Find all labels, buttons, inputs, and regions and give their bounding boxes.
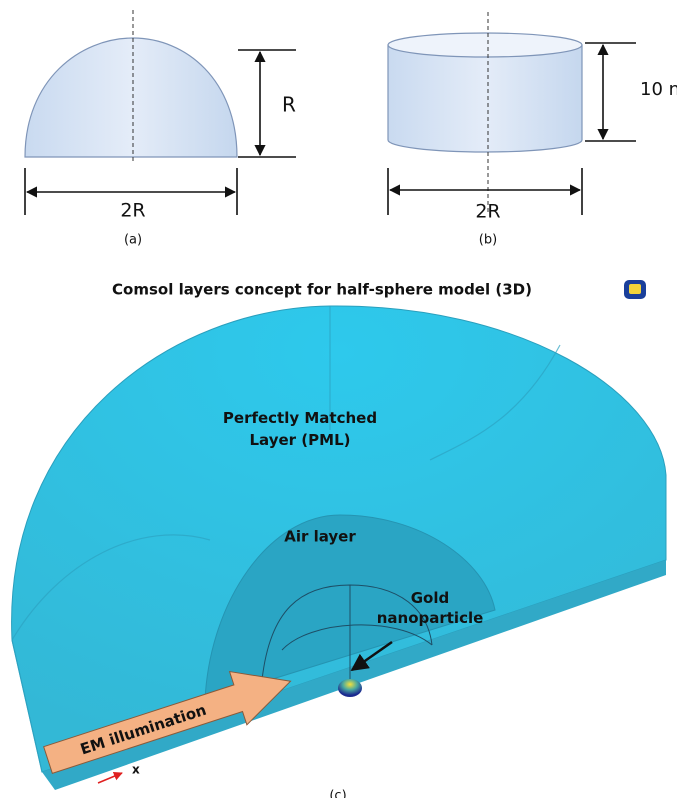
caption: (a) <box>124 233 142 248</box>
panel-a: R 2R (a) <box>25 10 296 248</box>
height-label: 10 nm <box>640 79 677 100</box>
label-line: nanoparticle <box>377 609 484 627</box>
axis-label: x <box>132 763 140 777</box>
panel-b: 10 nm 2R (b) <box>388 12 677 248</box>
cylinder-body <box>388 45 582 152</box>
label-line: Perfectly Matched <box>223 409 377 427</box>
gold-nanoparticle <box>338 679 362 697</box>
figure: R 2R (a) 10 nm 2R (b) Comsol layers conc… <box>0 0 677 798</box>
caption: (c) <box>329 789 346 798</box>
label-line: Layer (PML) <box>250 431 351 449</box>
panel-title: Comsol layers concept for half-sphere mo… <box>112 281 532 299</box>
page: {"panel_a": {"height_label": "R", "width… <box>0 0 677 798</box>
half-dome <box>25 38 237 157</box>
x-axis-arrow <box>98 773 122 783</box>
cylinder-top <box>388 33 582 57</box>
width-label: 2R <box>120 200 145 222</box>
body: R 2R (a) 10 nm 2R (b) Comsol layers conc… <box>0 0 677 798</box>
panel-c: Comsol layers concept for half-sphere mo… <box>12 280 666 798</box>
height-label: R <box>282 93 296 117</box>
width-label: 2R <box>475 201 500 223</box>
air-label: Air layer <box>284 528 356 546</box>
caption: (b) <box>479 233 497 248</box>
comsol-icon <box>624 280 646 299</box>
label-line: Gold <box>411 589 450 607</box>
